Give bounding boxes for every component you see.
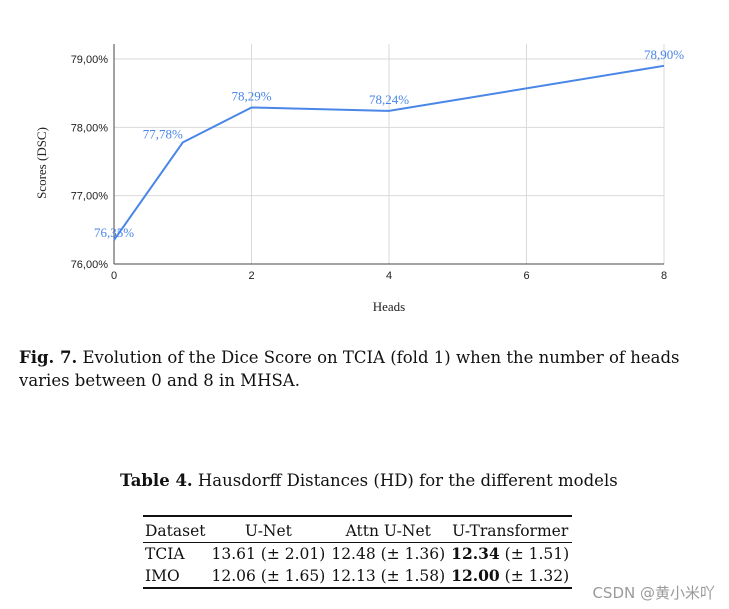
x-tick-label: 8	[661, 270, 667, 282]
table-caption-text: Hausdorff Distances (HD) for the differe…	[197, 471, 618, 490]
header-u-transformer: U-Transformer	[448, 516, 573, 543]
header-dataset: Dataset	[143, 516, 209, 543]
cell-attn-unet: 12.13 (± 1.58)	[331, 566, 446, 585]
cell-unet: 13.61 (± 2.01)	[211, 544, 326, 563]
table-caption: Table 4. Hausdorff Distances (HD) for th…	[120, 471, 618, 490]
chart-axes	[113, 44, 664, 265]
table-row: TCIA 13.61 (± 2.01) 12.48 (± 1.36) 12.34…	[143, 543, 572, 566]
data-point-label: 78,90%	[644, 47, 684, 62]
series-line	[113, 64, 665, 241]
y-axis-label: Scores (DSC)	[34, 127, 49, 199]
cell-u-transformer: 12.34 (± 1.51)	[448, 543, 572, 566]
cell-dataset: TCIA	[145, 544, 185, 563]
data-point-label: 76,35%	[94, 225, 134, 240]
chart-data-labels: 76,35% 77,78% 78,29% 78,24% 78,90%	[94, 47, 684, 240]
cell-dataset: IMO	[145, 566, 180, 585]
figure-caption-label: Fig. 7.	[19, 348, 78, 367]
data-point-label: 78,29%	[231, 89, 271, 104]
table-caption-label: Table 4.	[120, 471, 193, 490]
cell-u-transformer-std: (± 1.32)	[504, 567, 570, 585]
cell-u-transformer-best: 12.34	[451, 544, 500, 563]
y-tick-label: 79,00%	[71, 54, 109, 66]
y-tick-label: 77,00%	[71, 191, 109, 203]
cell-attn-unet: 12.48 (± 1.36)	[331, 544, 446, 563]
x-axis-label: Heads	[373, 299, 406, 314]
figure-caption-text: Evolution of the Dice Score on TCIA (fol…	[19, 348, 680, 390]
table-row: IMO 12.06 (± 1.65) 12.13 (± 1.58) 12.00 …	[143, 565, 572, 588]
cell-unet: 12.06 (± 1.65)	[211, 566, 326, 585]
header-unet: U-Net	[208, 516, 329, 543]
header-attn-unet: Attn U-Net	[328, 516, 449, 543]
data-point-label: 77,78%	[143, 126, 183, 141]
table-header-row: Dataset U-Net Attn U-Net U-Transformer	[143, 516, 573, 543]
y-tick-label: 78,00%	[71, 122, 109, 134]
watermark: CSDN @黄小米吖	[592, 584, 715, 602]
x-tick-label: 0	[111, 270, 117, 282]
dice-score-line-chart: 76,00% 77,00% 78,00% 79,00% 0 2 4 6 8 76,35% 77,7…	[34, 44, 684, 314]
y-tick-label: 76,00%	[71, 259, 109, 271]
data-point-label: 78,24%	[369, 92, 409, 107]
chart-tick-labels: 76,00% 77,00% 78,00% 79,00% 0 2 4 6 8	[71, 54, 667, 282]
chart-grid	[114, 44, 665, 264]
figure-caption: Fig. 7. Evolution of the Dice Score on T…	[19, 346, 709, 392]
x-tick-label: 2	[248, 270, 254, 282]
cell-u-transformer-best: 12.00	[451, 566, 500, 585]
x-tick-label: 4	[386, 270, 392, 282]
cell-u-transformer: 12.00 (± 1.32)	[448, 565, 572, 588]
x-tick-label: 6	[523, 270, 529, 282]
cell-u-transformer-std: (± 1.51)	[504, 545, 570, 563]
hausdorff-distance-table: Dataset U-Net Attn U-Net U-Transformer T…	[143, 515, 573, 589]
